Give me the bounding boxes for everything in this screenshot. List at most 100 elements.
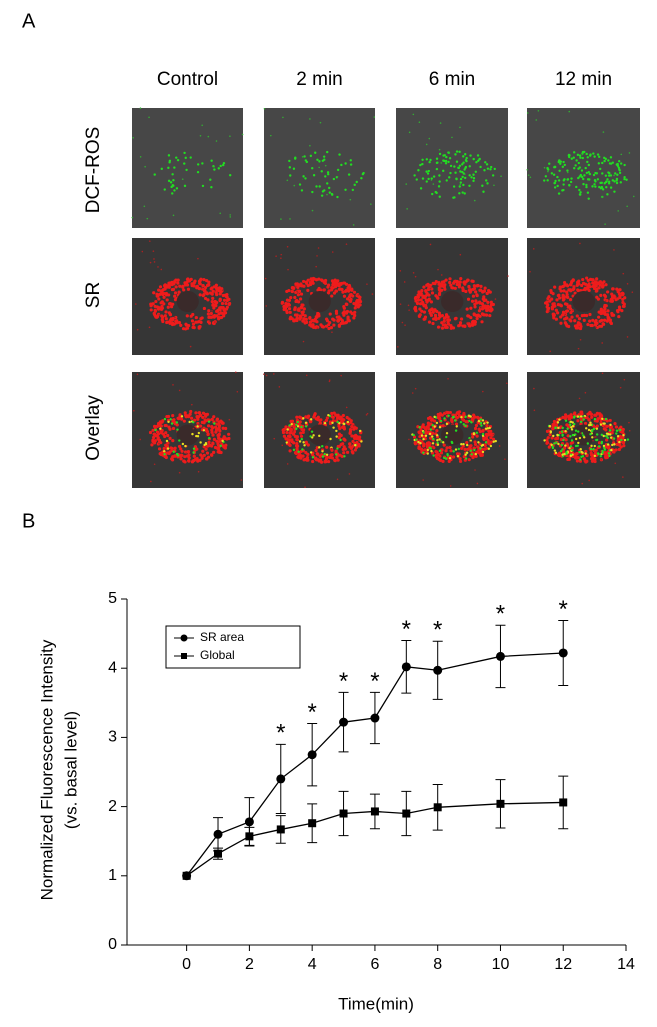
micrograph [527,108,640,228]
image-dot [326,193,328,196]
image-dot [337,318,341,322]
image-dot [420,309,424,313]
image-dot [564,429,567,433]
image-dot [557,179,561,182]
image-dot [454,419,457,422]
image-dot [569,180,573,184]
image-dot [452,185,456,188]
image-dot [319,458,323,462]
image-dot [210,417,214,421]
image-dot [343,438,347,442]
image-dot [483,443,487,447]
image-dot [576,419,580,423]
image-dot [312,434,315,437]
image-dot [594,284,598,288]
image-dot [459,317,464,321]
image-dot [469,438,471,441]
image-dot [572,422,576,426]
image-dot [222,314,226,318]
image-dot [221,439,224,443]
image-dot [303,155,306,158]
image-dot [481,290,485,294]
image-dot [342,445,346,449]
image-dot [576,289,580,293]
image-dot [192,284,196,288]
image-dot [311,281,315,285]
image-dot [481,450,485,454]
image-dot [550,443,553,446]
image-dot [461,324,465,328]
y-tick-label: 0 [108,936,117,953]
image-dot [582,182,585,186]
image-dot [467,458,471,462]
panel-label: B [22,510,35,532]
image-dot [152,250,155,252]
image-dot [166,441,170,445]
column-header: 6 min [429,69,475,90]
image-dot [561,189,564,192]
image-dot [288,424,291,427]
image-dot [178,439,181,442]
image-dot [581,153,584,156]
image-dot [597,310,601,314]
image-dot [202,429,206,432]
image-dot [234,371,237,374]
image-dot [504,458,506,460]
image-dot [194,411,198,415]
image-dot [593,417,597,421]
image-dot [450,412,453,415]
image-dot [602,446,606,449]
image-dot [562,183,565,186]
image-dot [325,319,330,323]
image-dot [479,165,482,169]
image-dot [203,443,206,447]
image-dot [600,186,604,189]
image-dot [526,112,529,114]
image-dot [486,421,489,424]
image-dot [586,160,589,164]
image-dot [490,165,493,169]
image-dot [265,305,268,307]
image-dot [581,454,585,458]
image-dot [570,157,573,160]
image-dot [304,317,308,321]
image-dot [160,304,164,309]
image-dot [330,447,333,450]
image-dot [229,135,231,138]
image-dot [286,245,289,248]
image-dot [445,422,449,426]
image-dot [341,413,345,418]
image-dot [190,319,195,323]
image-dot [169,181,173,184]
image-dot [477,309,482,313]
image-dot [589,447,593,451]
image-dot [316,158,319,161]
image-dot [215,417,220,421]
image-dot [347,173,351,176]
image-dot [158,442,160,445]
image-dot [227,297,231,301]
image-dot [207,436,211,440]
image-dot [562,289,566,293]
image-dot [448,277,452,281]
image-dot [611,287,615,291]
image-dot [167,420,170,424]
image-dot [404,324,406,326]
image-dot [498,445,501,447]
image-dot [628,429,631,432]
image-dot [595,287,599,291]
image-dot [580,432,582,434]
image-dot [437,311,441,315]
image-dot [585,152,588,156]
image-dot [212,437,216,441]
image-dot [341,442,345,446]
image-dot [448,152,451,154]
image-dot [349,198,352,201]
image-dot [585,276,589,280]
image-dot [163,417,167,421]
image-dot [570,415,574,419]
image-dot [548,299,552,303]
image-dot [322,155,326,158]
image-dot [328,312,332,316]
image-dot [331,421,334,425]
